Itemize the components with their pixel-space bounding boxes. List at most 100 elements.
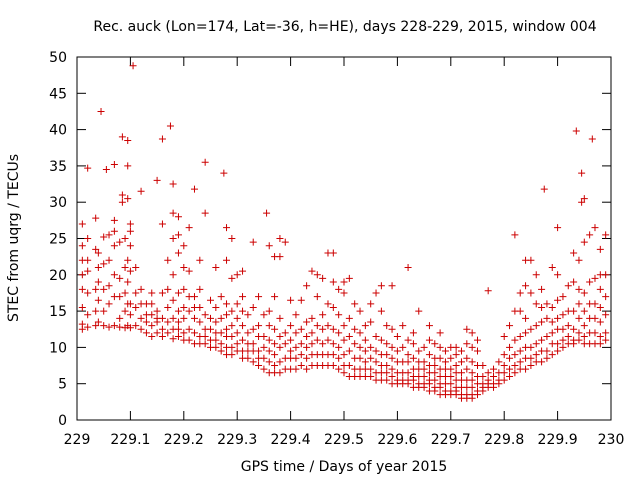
- data-point: [239, 322, 247, 330]
- data-point: [570, 249, 578, 257]
- data-point: [169, 271, 177, 279]
- data-point: [271, 293, 279, 301]
- data-point: [383, 369, 391, 377]
- data-point: [602, 293, 610, 301]
- data-point: [532, 271, 540, 279]
- data-point: [554, 296, 562, 304]
- data-point: [110, 322, 118, 330]
- data-point: [367, 365, 375, 373]
- data-point: [185, 307, 193, 315]
- data-point: [174, 307, 182, 315]
- data-point: [377, 282, 385, 290]
- data-point: [388, 282, 396, 290]
- data-point: [564, 322, 572, 330]
- data-point: [303, 318, 311, 326]
- data-point: [409, 329, 417, 337]
- data-point: [137, 187, 145, 195]
- data-point: [319, 274, 327, 282]
- data-point: [377, 307, 385, 315]
- data-point: [409, 340, 417, 348]
- y-tick-label: 30: [49, 195, 67, 211]
- data-point: [409, 354, 417, 362]
- data-point: [212, 303, 220, 311]
- data-point: [94, 278, 102, 286]
- data-point: [404, 369, 412, 377]
- data-point: [351, 325, 359, 333]
- data-point: [84, 164, 92, 172]
- data-point: [490, 372, 498, 380]
- data-point: [196, 285, 204, 293]
- data-point: [255, 293, 263, 301]
- data-point: [506, 322, 514, 330]
- data-point: [527, 256, 535, 264]
- data-point: [404, 358, 412, 366]
- data-point: [281, 340, 289, 348]
- data-point: [164, 318, 172, 326]
- data-point: [447, 365, 455, 373]
- data-point: [345, 333, 353, 341]
- y-tick-label: 50: [49, 50, 67, 66]
- data-point: [169, 209, 177, 217]
- data-point: [233, 271, 241, 279]
- data-point: [303, 343, 311, 351]
- data-point: [559, 311, 567, 319]
- data-point: [575, 329, 583, 337]
- data-point: [415, 347, 423, 355]
- data-point: [126, 311, 134, 319]
- data-point: [431, 369, 439, 377]
- data-point: [361, 347, 369, 355]
- data-point: [110, 160, 118, 168]
- data-point: [180, 314, 188, 322]
- data-point: [532, 351, 540, 359]
- x-tick-label: 229.6: [377, 432, 417, 448]
- data-point: [124, 278, 132, 286]
- x-tick-label: 229.5: [324, 432, 364, 448]
- data-point: [78, 220, 86, 228]
- data-point: [118, 198, 126, 206]
- data-point: [340, 278, 348, 286]
- data-point: [431, 362, 439, 370]
- data-point: [522, 365, 530, 373]
- data-point: [233, 314, 241, 322]
- data-point: [116, 274, 124, 282]
- data-point: [383, 340, 391, 348]
- data-point: [548, 303, 556, 311]
- data-point: [516, 307, 524, 315]
- data-point: [575, 256, 583, 264]
- data-point: [588, 135, 596, 143]
- data-point: [329, 249, 337, 257]
- data-point: [313, 322, 321, 330]
- data-point: [420, 365, 428, 373]
- data-point: [78, 285, 86, 293]
- data-point: [356, 307, 364, 315]
- data-point: [174, 325, 182, 333]
- data-point: [388, 354, 396, 362]
- data-point: [602, 271, 610, 279]
- data-point: [490, 365, 498, 373]
- data-point: [575, 314, 583, 322]
- data-point: [329, 340, 337, 348]
- data-point: [255, 347, 263, 355]
- data-point: [233, 329, 241, 337]
- data-point: [548, 351, 556, 359]
- data-point: [527, 343, 535, 351]
- data-point: [580, 238, 588, 246]
- data-point: [132, 264, 140, 272]
- data-point: [94, 264, 102, 272]
- plot-frame: [76, 56, 612, 421]
- data-point: [276, 358, 284, 366]
- data-point: [580, 289, 588, 297]
- data-point: [223, 256, 231, 264]
- data-point: [329, 362, 337, 370]
- data-point: [297, 296, 305, 304]
- data-point: [260, 354, 268, 362]
- data-point: [580, 195, 588, 203]
- data-point: [591, 329, 599, 337]
- data-point: [564, 282, 572, 290]
- data-point: [420, 358, 428, 366]
- data-point: [223, 224, 231, 232]
- data-point: [244, 329, 252, 337]
- data-point: [591, 274, 599, 282]
- data-point: [196, 318, 204, 326]
